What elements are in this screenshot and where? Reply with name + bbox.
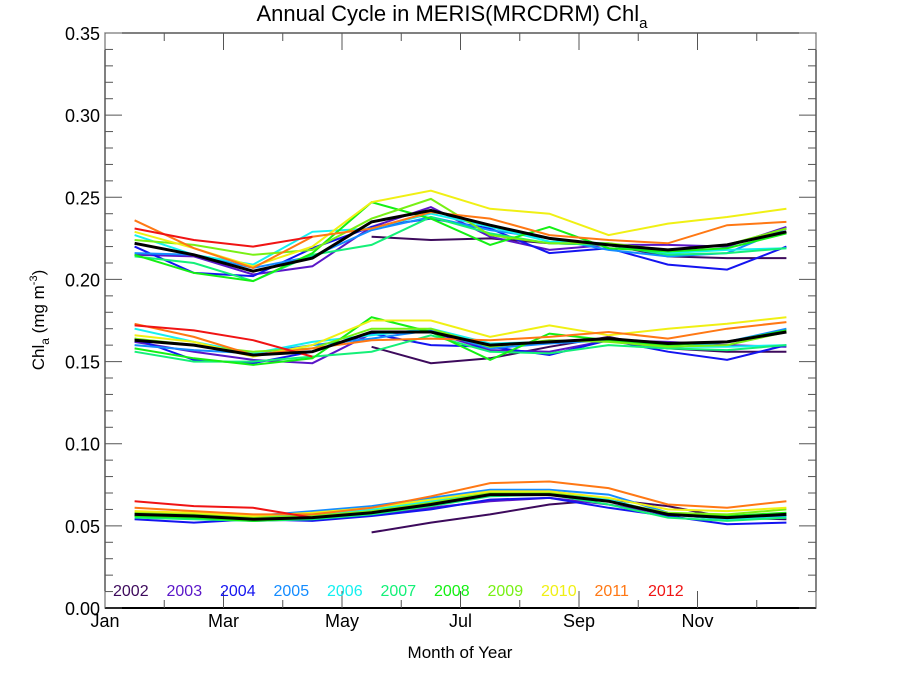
series-line-2007 [134, 215, 787, 283]
series-line-2009 [134, 492, 787, 519]
x-tick-label: Mar [208, 611, 239, 631]
series-line-2008 [134, 201, 787, 283]
legend-item-2011: 2011 [595, 583, 630, 600]
series-line-mean [134, 493, 787, 521]
x-tick-label: Jul [449, 611, 472, 631]
legend-item-2012: 2012 [648, 583, 684, 600]
legend-item-2010: 2010 [541, 583, 577, 600]
series-layer [134, 189, 787, 534]
chart-title: Annual Cycle in MERIS(MRCDRM) Chla [257, 1, 649, 32]
legend: 2002 2003 2004 2005 2006 2007 2008 2009 2010 2011… [113, 583, 684, 600]
series-line-2007 [134, 334, 787, 363]
series-line-2012 [134, 227, 313, 248]
series-line-2005 [134, 215, 787, 269]
series-line-2003 [134, 206, 787, 276]
series-line-2010 [134, 189, 787, 268]
y-tick-label: 0.05 [65, 517, 100, 537]
series-line-2010 [134, 490, 787, 518]
series-group-upper [134, 189, 787, 283]
y-tick-label: 0.20 [65, 270, 100, 290]
y-tick-label: 0.15 [65, 353, 100, 373]
y-tick-label: 0.25 [65, 188, 100, 208]
x-tick-label: Jan [90, 611, 119, 631]
y-tick-label: 0.10 [65, 435, 100, 455]
legend-item-2003: 2003 [167, 583, 203, 600]
y-tick-label: 0.00 [65, 599, 100, 619]
legend-item-2007: 2007 [381, 583, 417, 600]
legend-item-2005: 2005 [274, 583, 310, 600]
series-line-2011 [134, 480, 787, 516]
x-tick-label: May [325, 611, 359, 631]
series-line-2012 [134, 324, 313, 358]
x-axis: Jan Mar May Jul Sep Nov [90, 33, 817, 631]
y-axis: 0.00 0.05 0.10 0.15 0.20 0.25 0.30 0.35 [65, 24, 816, 619]
y-tick-label: 0.30 [65, 106, 100, 126]
series-group-middle [134, 316, 787, 366]
y-axis-label: Chla (mg m-3) [28, 270, 52, 371]
legend-item-2006: 2006 [327, 583, 363, 600]
series-line-mean [134, 330, 787, 357]
legend-item-2004: 2004 [220, 583, 256, 600]
legend-item-2008: 2008 [434, 583, 470, 600]
series-line-2012 [134, 500, 313, 519]
y-tick-label: 0.35 [65, 24, 100, 44]
series-line-mean [134, 208, 787, 273]
x-tick-label: Nov [681, 611, 713, 631]
legend-item-2009: 2009 [488, 583, 524, 600]
x-axis-label: Month of Year [408, 643, 513, 662]
x-tick-label: Sep [563, 611, 595, 631]
series-group-lower [134, 480, 787, 534]
legend-item-2002: 2002 [113, 583, 149, 600]
series-line-2011 [134, 211, 787, 269]
